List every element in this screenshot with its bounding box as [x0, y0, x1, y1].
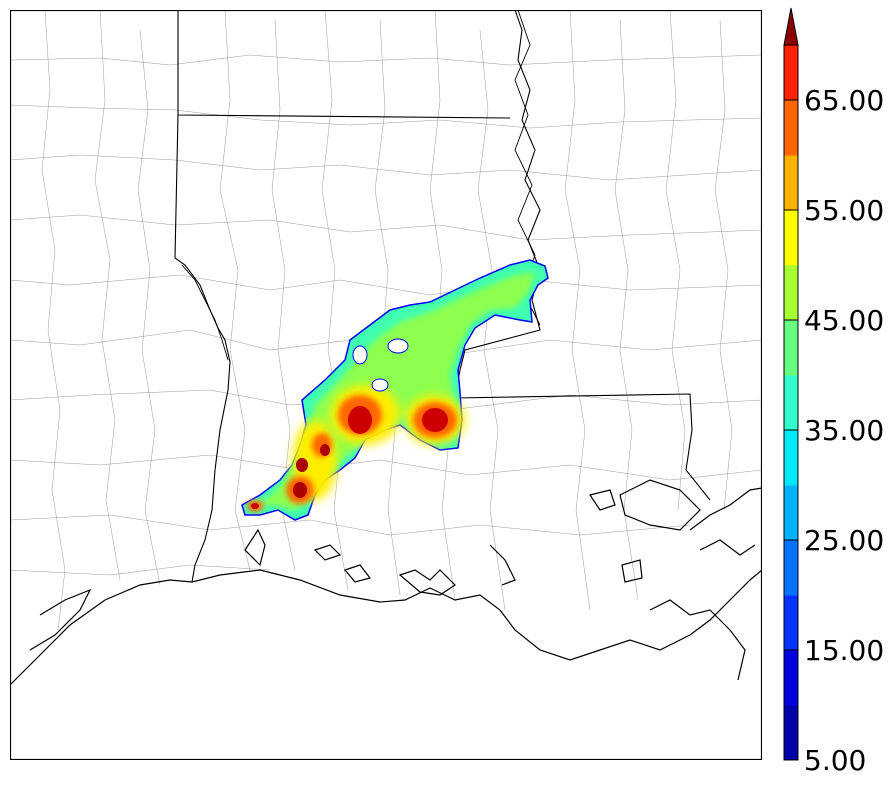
colorbar-tick-label: 5.00	[804, 744, 866, 777]
precip-gap-1	[371, 378, 389, 392]
colorbar-segment	[784, 650, 798, 706]
colorbar-segment	[784, 45, 798, 101]
colorbar-segment	[784, 155, 798, 211]
colorbar-segment	[784, 485, 798, 541]
coastline	[10, 479, 762, 686]
colorbar-segment	[784, 375, 798, 431]
colorbar-segment	[784, 320, 798, 376]
sabine-river-line	[181, 264, 229, 361]
precip-red-2	[422, 408, 448, 432]
precip-gap-2	[352, 345, 368, 365]
county-boundaries	[10, 10, 762, 631]
precip-red-6	[251, 503, 259, 509]
precip-red-5	[320, 444, 330, 456]
map-border	[10, 10, 762, 760]
colorbar-tick-label: 15.00	[804, 634, 884, 667]
colorbar-tick-label: 65.00	[804, 84, 884, 117]
precip-red-3	[293, 482, 307, 498]
colorbar-extend-arrow	[783, 7, 799, 46]
precipitation-field	[241, 259, 549, 521]
colorbar-segment	[784, 595, 798, 651]
map-panel	[10, 10, 762, 760]
colorbar-tick-label: 55.00	[804, 194, 884, 227]
colorbar-segment	[784, 705, 798, 761]
colorbar-ticks: 5.00 15.00 25.00 35.00 45.00 55.00 65.00	[784, 84, 884, 777]
colorbar-tick-label: 25.00	[804, 524, 884, 557]
colorbar-segment	[784, 265, 798, 321]
colorbar-segment	[784, 430, 798, 486]
colorbar-segment	[784, 100, 798, 156]
precip-red-4	[296, 458, 308, 472]
colorbar-segment	[784, 210, 798, 266]
precip-red-1	[348, 406, 372, 434]
colorbar-tick-label: 45.00	[804, 304, 884, 337]
colorbar-segments	[784, 45, 798, 761]
colorbar-segment	[784, 540, 798, 596]
colorbar-tick-label: 35.00	[804, 414, 884, 447]
colorbar: 5.00 15.00 25.00 35.00 45.00 55.00 65.00	[783, 7, 884, 777]
precip-gap-3	[387, 338, 409, 354]
